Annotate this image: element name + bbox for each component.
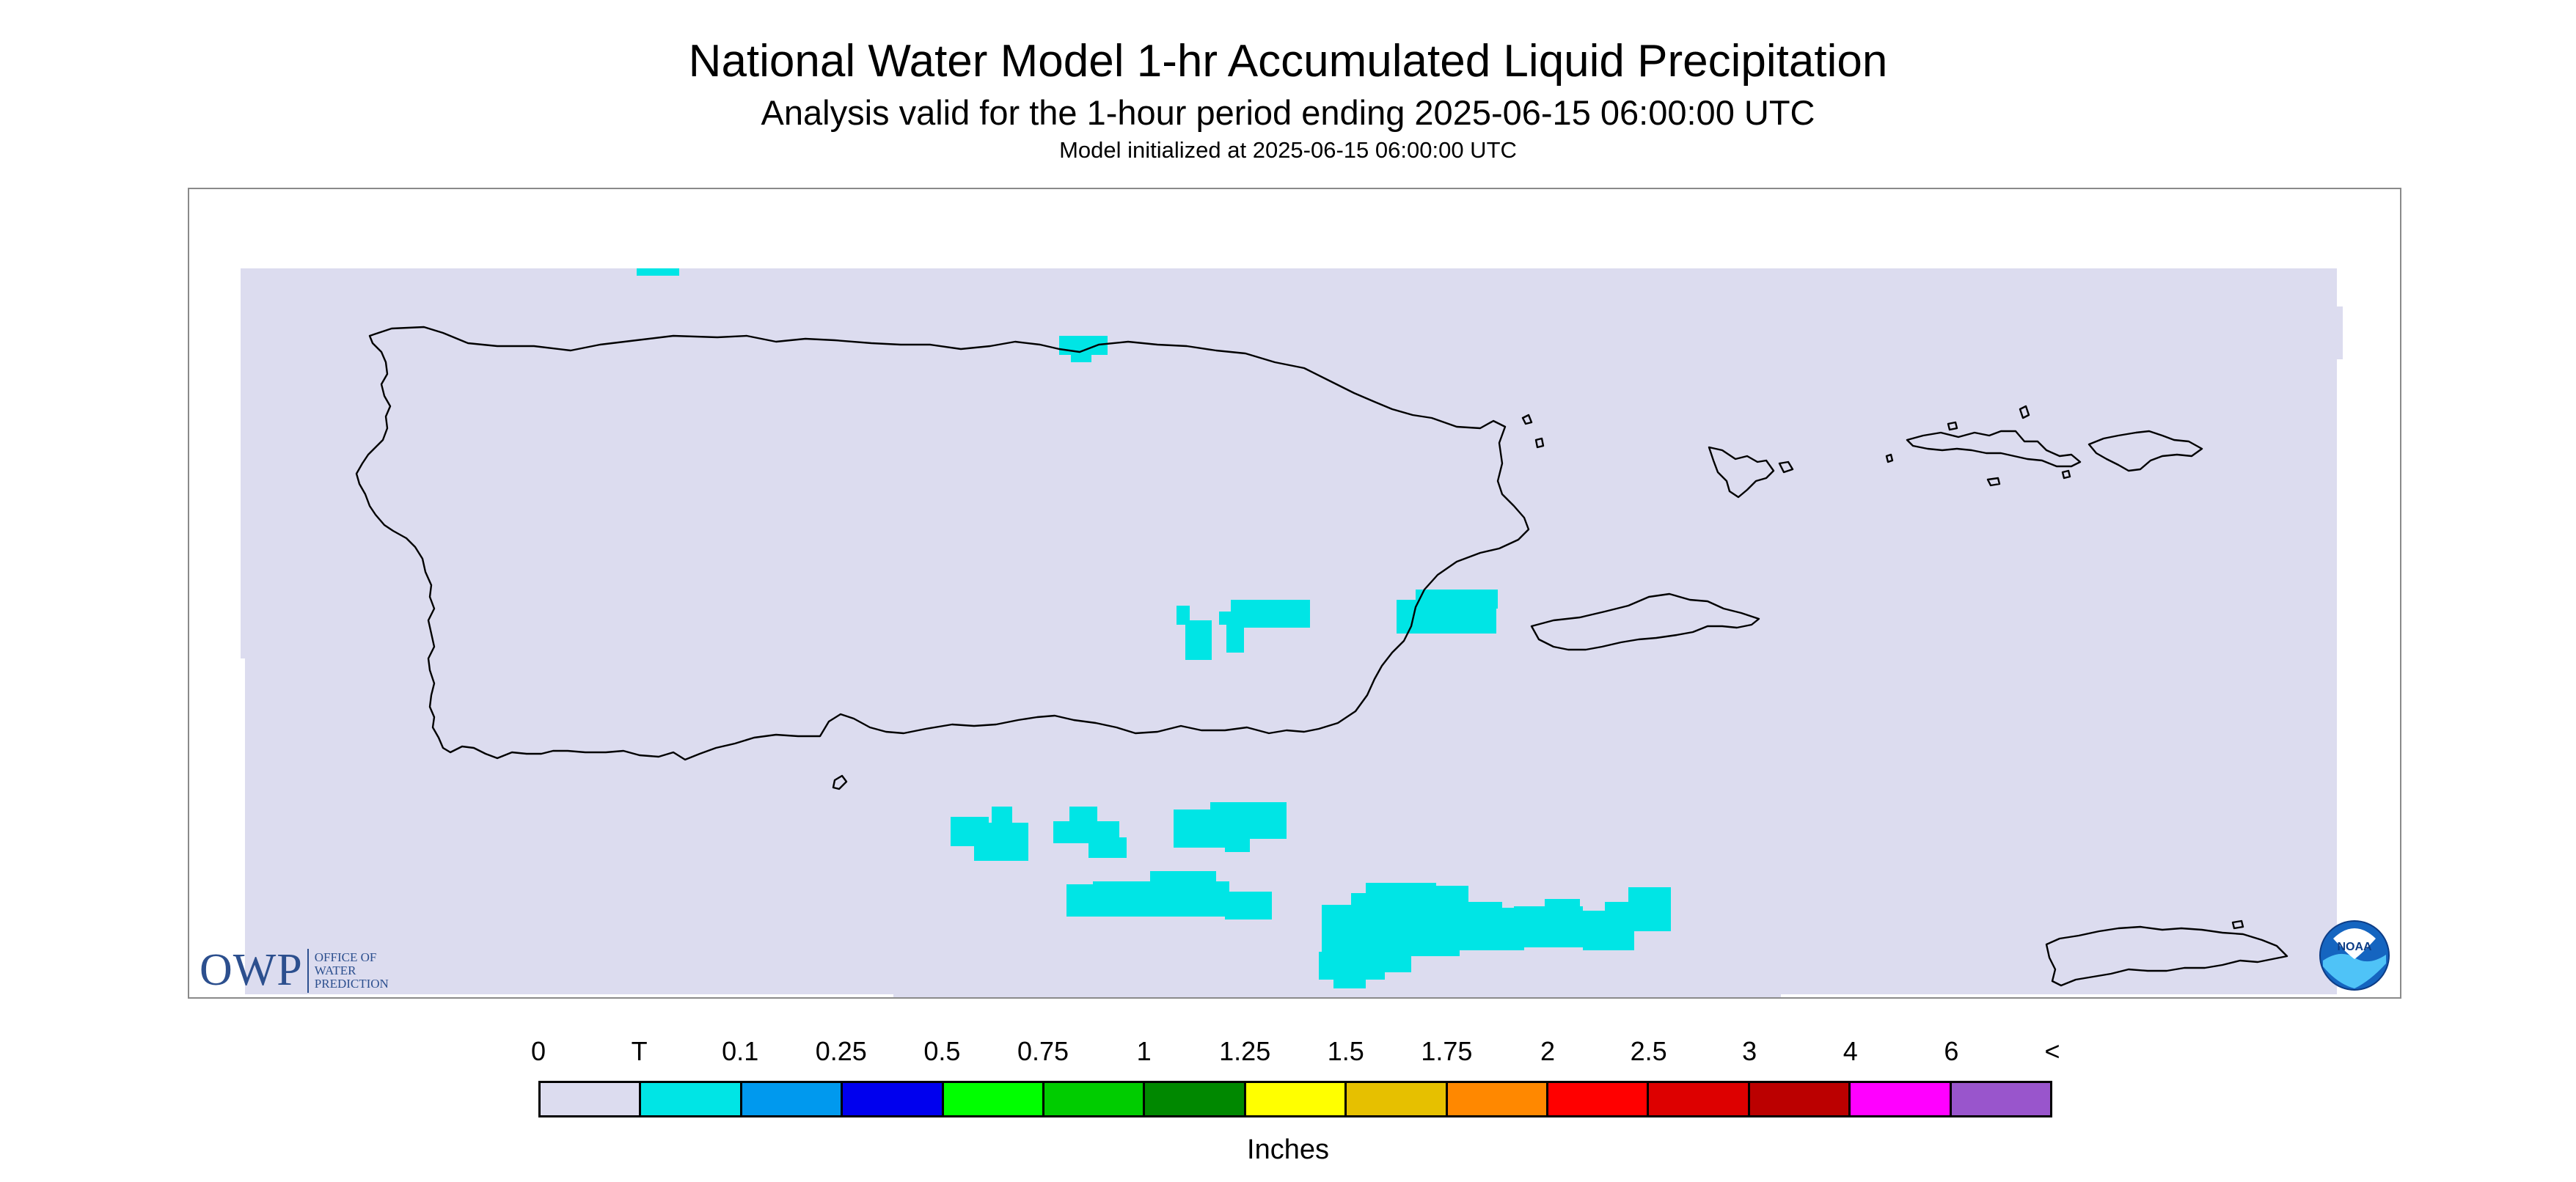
color-swatch xyxy=(541,1083,642,1115)
coastlines xyxy=(355,326,2288,987)
owp-text: Office of Water Prediction xyxy=(314,950,389,991)
color-swatch xyxy=(1649,1083,1750,1115)
color-swatch xyxy=(1951,1083,2051,1115)
coast-vieques xyxy=(1530,592,1760,651)
color-swatch xyxy=(943,1083,1045,1115)
map-panel xyxy=(188,188,2401,999)
legend-tick-label: 1.75 xyxy=(1421,1036,1473,1066)
coast-culebra-islet xyxy=(1778,460,1794,474)
owp-separator xyxy=(307,948,309,993)
owp-text-line: Prediction xyxy=(314,976,389,991)
legend-tick-label: 1.25 xyxy=(1219,1036,1271,1066)
precip-map xyxy=(241,268,2343,997)
color-swatch xyxy=(1447,1083,1549,1115)
color-swatch xyxy=(742,1083,844,1115)
color-scale-bar xyxy=(538,1081,2052,1117)
color-swatch xyxy=(1145,1083,1246,1115)
legend-tick-label: 0.25 xyxy=(815,1036,867,1066)
legend-tick-label: 3 xyxy=(1742,1036,1757,1066)
color-swatch xyxy=(1245,1083,1347,1115)
legend-tick-label: 0.5 xyxy=(923,1036,961,1066)
color-swatch xyxy=(1749,1083,1851,1115)
precip-trace-cells xyxy=(637,268,1671,988)
color-swatch xyxy=(1851,1083,1952,1115)
coast-st-croix-islet xyxy=(2231,919,2244,930)
legend-tick-label: 6 xyxy=(1944,1036,1959,1066)
coast-st-croix xyxy=(2045,925,2288,987)
color-swatch xyxy=(1347,1083,1448,1115)
coast-puerto-rico xyxy=(355,326,1530,761)
coast-vi-islets xyxy=(1885,405,2071,487)
coast-st-thomas xyxy=(1906,430,2082,468)
coast-st-john xyxy=(2087,430,2203,472)
owp-text-line: Water xyxy=(314,963,356,977)
owp-logo: OWP Office of Water Prediction xyxy=(200,944,389,996)
coast-desecheo xyxy=(832,774,848,790)
map-title: National Water Model 1-hr Accumulated Li… xyxy=(688,36,1888,87)
legend-tick-label: 4 xyxy=(1843,1036,1858,1066)
legend-units: Inches xyxy=(1247,1134,1329,1165)
legend-tick-label: 0.75 xyxy=(1017,1036,1069,1066)
legend-tick-label: < xyxy=(2044,1036,2060,1066)
model-init-line: Model initialized at 2025-06-15 06:00:00… xyxy=(1059,137,1517,163)
owp-wordmark: OWP xyxy=(200,945,303,995)
color-swatch xyxy=(1548,1083,1650,1115)
legend-tick-label: 0.1 xyxy=(722,1036,759,1066)
color-swatch xyxy=(641,1083,742,1115)
legend-tick-label: 2.5 xyxy=(1630,1036,1667,1066)
legend-tick-label: 1 xyxy=(1136,1036,1152,1066)
coast-pr-islets xyxy=(1521,414,1545,449)
color-swatch xyxy=(1044,1083,1146,1115)
legend-tick-label: 1.5 xyxy=(1327,1036,1364,1066)
model-domain xyxy=(241,268,2343,997)
legend-tick-label: T xyxy=(631,1036,648,1066)
owp-text-line: Office of xyxy=(314,950,377,964)
noaa-logo: NOAA xyxy=(2319,920,2390,991)
legend-tick-label: 2 xyxy=(1540,1036,1556,1066)
map-subtitle: Analysis valid for the 1-hour period end… xyxy=(761,93,1815,132)
color-swatch xyxy=(843,1083,944,1115)
coast-culebra xyxy=(1708,446,1775,499)
legend-tick-label: 0 xyxy=(530,1036,546,1066)
noaa-text: NOAA xyxy=(2337,941,2372,953)
